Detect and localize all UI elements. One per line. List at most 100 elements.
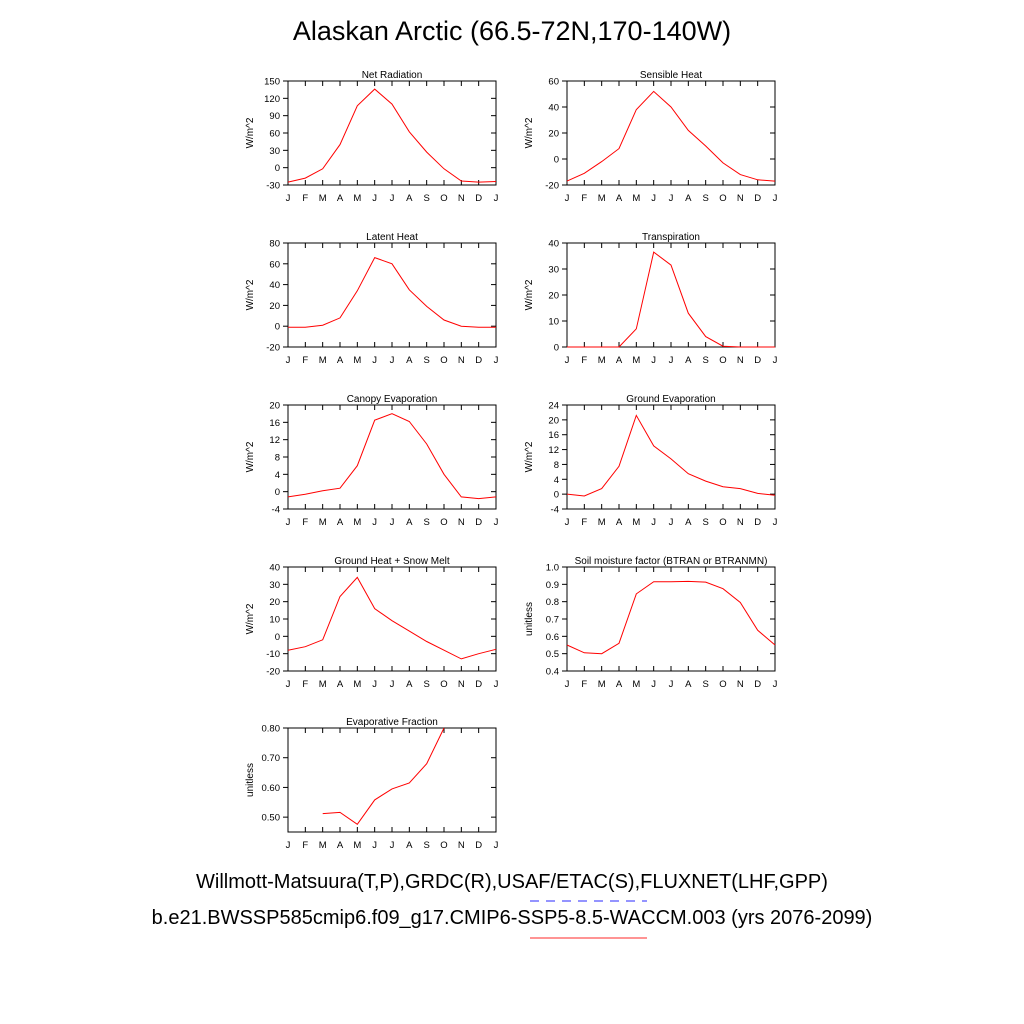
y-axis-label: W/m^2: [245, 603, 256, 634]
x-tick-label: S: [423, 679, 429, 690]
x-tick-label: J: [651, 517, 656, 528]
y-tick-label: 0: [554, 343, 559, 354]
x-tick-label: M: [353, 355, 361, 366]
plot-frame: [287, 566, 497, 672]
x-tick-label: S: [702, 193, 708, 204]
x-tick-label: A: [337, 193, 344, 204]
y-tick-label: 16: [269, 418, 280, 429]
x-tick-label: A: [337, 355, 344, 366]
y-tick-label: 120: [264, 94, 280, 105]
x-tick-label: O: [719, 679, 726, 690]
x-tick-label: M: [632, 355, 640, 366]
x-tick-label: J: [390, 679, 395, 690]
x-tick-label: J: [390, 193, 395, 204]
plot-frame: [566, 404, 776, 510]
y-tick-label: 150: [264, 77, 280, 88]
y-tick-label: 0: [554, 155, 559, 166]
x-tick-label: J: [494, 840, 499, 851]
x-tick-label: D: [475, 193, 482, 204]
x-tick-label: M: [632, 193, 640, 204]
x-tick-label: A: [685, 193, 692, 204]
y-tick-label: 12: [269, 435, 280, 446]
x-tick-label: M: [632, 517, 640, 528]
x-tick-label: O: [440, 355, 447, 366]
x-tick-label: N: [458, 840, 465, 851]
x-tick-label: O: [719, 193, 726, 204]
x-tick-label: J: [669, 355, 674, 366]
x-tick-label: S: [423, 517, 429, 528]
x-tick-label: M: [319, 355, 327, 366]
x-tick-label: J: [651, 679, 656, 690]
x-tick-label: J: [494, 193, 499, 204]
series-line: [287, 88, 497, 183]
x-tick-label: J: [494, 679, 499, 690]
y-tick-label: 20: [548, 129, 559, 140]
x-tick-label: M: [353, 679, 361, 690]
x-tick-label: M: [598, 679, 606, 690]
x-tick-label: A: [685, 517, 692, 528]
x-tick-label: J: [565, 355, 570, 366]
y-tick-label: -30: [266, 181, 280, 192]
plot-frame: [566, 242, 776, 348]
x-tick-label: D: [475, 517, 482, 528]
panel-title: Latent Heat: [366, 232, 418, 243]
y-tick-label: 40: [548, 103, 559, 114]
y-tick-label: 60: [548, 77, 559, 88]
panel-title: Sensible Heat: [640, 70, 702, 81]
series-line: [287, 576, 497, 660]
plot-frame: [566, 80, 776, 186]
plot-frame: [287, 404, 497, 510]
y-tick-label: 8: [554, 460, 559, 471]
x-tick-label: F: [302, 517, 308, 528]
x-tick-label: J: [773, 679, 778, 690]
x-tick-label: D: [475, 355, 482, 366]
y-axis-label: unitless: [524, 602, 535, 636]
y-tick-label: 80: [269, 239, 280, 250]
x-tick-label: J: [286, 840, 291, 851]
x-tick-label: J: [372, 355, 377, 366]
x-tick-label: M: [353, 840, 361, 851]
x-tick-label: F: [581, 193, 587, 204]
y-tick-label: 0: [275, 632, 280, 643]
x-tick-label: M: [632, 679, 640, 690]
x-tick-label: M: [598, 355, 606, 366]
y-axis-label: W/m^2: [524, 279, 535, 310]
y-tick-label: 40: [548, 239, 559, 250]
x-tick-label: D: [754, 193, 761, 204]
y-tick-label: 20: [269, 597, 280, 608]
y-tick-label: -4: [551, 505, 559, 516]
x-tick-label: F: [302, 355, 308, 366]
x-tick-label: J: [773, 355, 778, 366]
x-tick-label: M: [319, 517, 327, 528]
x-tick-label: O: [719, 517, 726, 528]
x-tick-label: F: [581, 517, 587, 528]
x-tick-label: N: [737, 679, 744, 690]
y-tick-label: 1.0: [546, 563, 559, 574]
x-tick-label: J: [372, 517, 377, 528]
y-tick-label: 0.80: [262, 724, 281, 735]
x-tick-label: M: [319, 679, 327, 690]
x-tick-label: M: [598, 193, 606, 204]
series-line: [566, 414, 776, 497]
x-tick-label: F: [302, 193, 308, 204]
y-tick-label: -4: [272, 505, 280, 516]
x-tick-label: A: [406, 355, 413, 366]
x-tick-label: O: [719, 355, 726, 366]
y-tick-label: 10: [548, 317, 559, 328]
plot-frame: [566, 566, 776, 672]
x-tick-label: A: [616, 517, 623, 528]
y-tick-label: 16: [548, 430, 559, 441]
x-tick-label: O: [440, 679, 447, 690]
y-tick-label: 20: [269, 301, 280, 312]
x-tick-label: J: [669, 193, 674, 204]
y-axis-label: W/m^2: [524, 117, 535, 148]
y-tick-label: 20: [269, 401, 280, 412]
x-tick-label: J: [651, 355, 656, 366]
x-tick-label: D: [754, 517, 761, 528]
footer-line-2: b.e21.BWSSP585cmip6.f09_g17.CMIP6-SSP5-8…: [151, 907, 873, 929]
x-tick-label: D: [754, 355, 761, 366]
